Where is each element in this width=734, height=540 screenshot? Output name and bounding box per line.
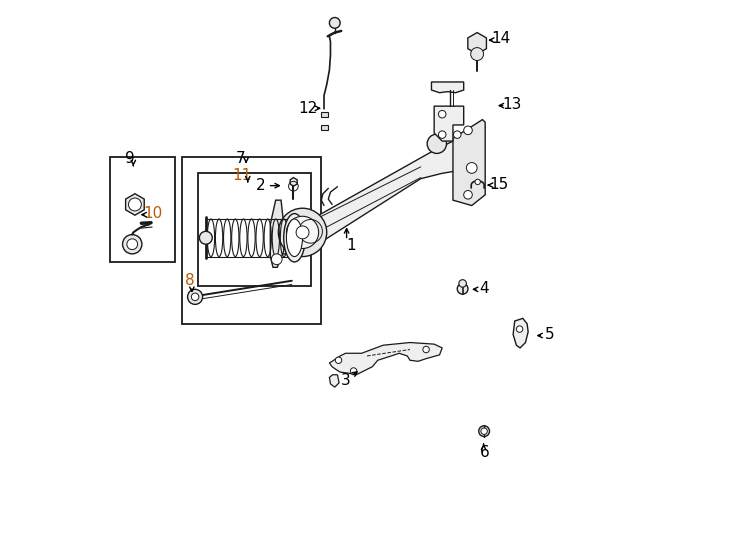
Text: 12: 12 — [298, 102, 318, 116]
Circle shape — [200, 231, 212, 244]
Circle shape — [481, 428, 487, 434]
Polygon shape — [330, 375, 339, 387]
Ellipse shape — [286, 219, 302, 256]
Circle shape — [188, 289, 203, 305]
Circle shape — [123, 234, 142, 254]
Bar — [197, 173, 310, 286]
Text: 6: 6 — [480, 445, 490, 460]
Circle shape — [459, 280, 466, 287]
Bar — [181, 157, 321, 323]
Text: 11: 11 — [233, 168, 252, 184]
Circle shape — [335, 357, 342, 363]
Polygon shape — [321, 125, 328, 130]
Text: 5: 5 — [545, 327, 554, 342]
Circle shape — [286, 217, 319, 248]
Circle shape — [464, 126, 472, 134]
Polygon shape — [330, 342, 442, 375]
Text: 9: 9 — [125, 151, 134, 166]
Text: 15: 15 — [489, 177, 508, 192]
Circle shape — [330, 17, 340, 28]
Circle shape — [475, 179, 480, 185]
Circle shape — [423, 346, 429, 353]
Circle shape — [454, 131, 461, 138]
Circle shape — [479, 426, 490, 436]
Circle shape — [272, 254, 282, 265]
Text: 7: 7 — [236, 151, 246, 166]
Text: 8: 8 — [185, 273, 195, 288]
Polygon shape — [321, 112, 328, 117]
Polygon shape — [270, 200, 284, 267]
Polygon shape — [432, 82, 464, 93]
Circle shape — [516, 326, 523, 332]
Circle shape — [438, 111, 446, 118]
Circle shape — [127, 239, 137, 249]
Circle shape — [464, 191, 472, 199]
Circle shape — [128, 198, 142, 211]
Circle shape — [278, 208, 327, 256]
Circle shape — [296, 226, 309, 239]
Circle shape — [466, 163, 477, 173]
Polygon shape — [434, 106, 464, 141]
Ellipse shape — [284, 214, 305, 262]
Bar — [110, 157, 175, 262]
Text: 4: 4 — [479, 281, 489, 296]
Polygon shape — [290, 178, 297, 186]
Circle shape — [192, 293, 199, 301]
Text: 13: 13 — [502, 97, 522, 112]
Text: 3: 3 — [341, 373, 350, 388]
Text: 10: 10 — [144, 206, 163, 221]
Circle shape — [457, 284, 468, 294]
Text: 2: 2 — [256, 178, 266, 193]
Circle shape — [350, 368, 357, 374]
Polygon shape — [453, 119, 485, 206]
Text: 14: 14 — [492, 31, 511, 46]
Circle shape — [470, 48, 484, 60]
Text: 1: 1 — [346, 238, 356, 253]
Circle shape — [438, 131, 446, 138]
Polygon shape — [513, 319, 528, 348]
Circle shape — [427, 134, 446, 153]
Polygon shape — [281, 141, 474, 254]
